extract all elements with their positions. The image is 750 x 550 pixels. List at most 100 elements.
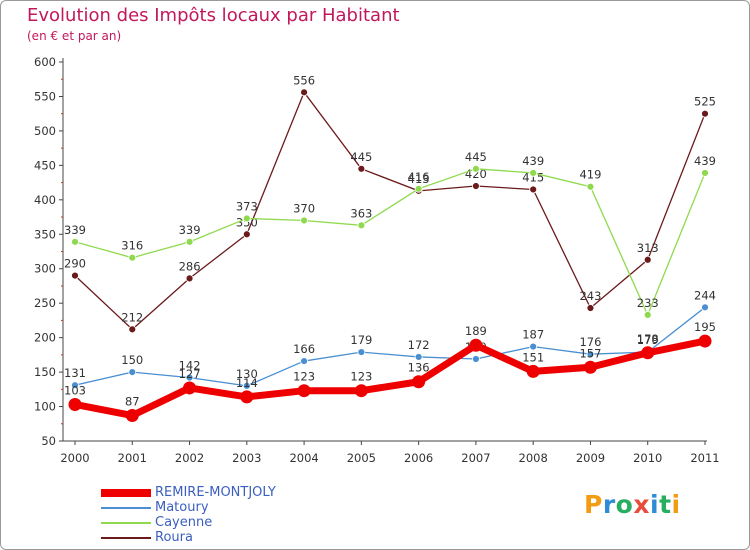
series-line-matoury <box>74 306 706 387</box>
y-tick-label: 550 <box>34 89 56 103</box>
series-line-remire-montjoly <box>74 337 706 420</box>
legend-label-remire: REMIRE-MONTJOLY <box>155 485 276 500</box>
data-label: 178 <box>637 332 659 346</box>
x-tick-label: 2001 <box>118 451 147 465</box>
y-tick-label: 200 <box>34 331 56 345</box>
data-point <box>414 184 423 193</box>
series-line-roura <box>74 91 706 331</box>
data-label: 243 <box>579 289 601 303</box>
y-tick-label: 150 <box>34 365 56 379</box>
data-label: 439 <box>694 154 716 168</box>
line-chart: 50 100 150 200 250 300 350 400 450 500 550 600 2000 2… <box>34 55 720 465</box>
legend-label-cayenne: Cayenne <box>155 515 213 530</box>
data-label: 151 <box>522 350 544 364</box>
y-tick-label: 50 <box>41 434 56 448</box>
data-point <box>242 381 251 390</box>
data-point <box>641 346 655 360</box>
x-tick-label: 2010 <box>633 451 662 465</box>
data-point <box>701 303 709 312</box>
data-point <box>526 364 540 378</box>
y-tick-label: 250 <box>34 296 56 310</box>
x-tick-label: 2007 <box>461 451 490 465</box>
series-line-cayenne <box>74 168 706 316</box>
data-label: 127 <box>179 367 201 381</box>
logo-letter: o <box>615 490 634 519</box>
x-tick-label: 2011 <box>690 451 719 465</box>
y-tick-label: 500 <box>34 124 56 138</box>
data-label: 195 <box>694 320 716 334</box>
data-label: 130 <box>236 367 258 381</box>
data-label: 157 <box>579 346 601 360</box>
legend-label-matoury: Matoury <box>155 500 209 515</box>
data-label: 179 <box>350 333 372 347</box>
data-point <box>586 350 595 359</box>
data-point <box>583 360 597 374</box>
data-point <box>71 381 79 390</box>
x-tick-label: 2009 <box>576 451 605 465</box>
legend-swatch-cayenne <box>101 522 151 524</box>
data-label: 150 <box>121 353 143 367</box>
data-point <box>701 169 709 177</box>
x-tick-label: 2000 <box>60 451 89 465</box>
data-point <box>128 368 137 376</box>
y-tick-label: 600 <box>34 55 56 69</box>
data-label: 419 <box>579 168 601 182</box>
x-tick-label: 2005 <box>347 451 376 465</box>
data-point <box>586 182 595 191</box>
data-label: 131 <box>64 366 86 380</box>
y-tick-label: 100 <box>34 400 56 414</box>
data-point <box>412 375 426 389</box>
data-label: 87 <box>125 395 140 409</box>
data-point <box>71 237 79 246</box>
legend-swatch-roura <box>101 537 151 539</box>
logo-letter: x <box>633 490 650 519</box>
data-label: 439 <box>522 154 544 168</box>
data-label: 166 <box>293 342 315 356</box>
data-point <box>472 164 480 173</box>
legend-label-roura: Roura <box>155 530 193 545</box>
data-label: 212 <box>121 310 143 324</box>
y-tick-label: 350 <box>34 227 56 241</box>
data-point <box>125 409 139 423</box>
data-label: 286 <box>179 259 201 273</box>
data-label: 445 <box>350 150 372 164</box>
data-label: 114 <box>236 376 258 390</box>
data-point <box>183 381 197 395</box>
proxiti-logo: Proxiti <box>584 490 681 519</box>
data-label: 176 <box>579 335 601 349</box>
data-label: 189 <box>465 324 487 338</box>
data-point <box>357 221 366 230</box>
data-point <box>128 253 137 262</box>
data-point <box>242 214 251 223</box>
data-point <box>529 342 538 351</box>
data-label: 233 <box>637 296 659 310</box>
data-point <box>240 390 254 404</box>
y-tick-label: 300 <box>34 262 56 276</box>
data-label: 313 <box>637 241 659 255</box>
logo-letter: i <box>650 490 660 519</box>
chart-subtitle: (en € et par an) <box>27 29 122 43</box>
legend-swatch-matoury <box>101 507 151 509</box>
data-point <box>698 334 712 348</box>
data-point <box>472 355 480 363</box>
data-label: 556 <box>293 73 315 87</box>
data-point <box>300 216 308 225</box>
data-point <box>297 384 311 398</box>
data-point <box>357 164 366 173</box>
data-point <box>71 271 79 280</box>
data-point <box>472 182 480 190</box>
x-tick-label: 2002 <box>175 451 204 465</box>
data-point <box>643 255 652 264</box>
logo-letter: i <box>671 490 681 519</box>
data-label: 339 <box>179 223 201 237</box>
data-point <box>701 109 709 118</box>
data-point <box>185 237 194 246</box>
data-label: 363 <box>350 206 372 220</box>
chart-title: Evolution des Impôts locaux par Habitant <box>27 5 400 26</box>
data-point <box>242 230 251 239</box>
data-point <box>357 348 366 357</box>
legend-swatch-remire <box>101 489 151 497</box>
y-tick-label: 450 <box>34 158 56 172</box>
x-tick-label: 2008 <box>519 451 548 465</box>
